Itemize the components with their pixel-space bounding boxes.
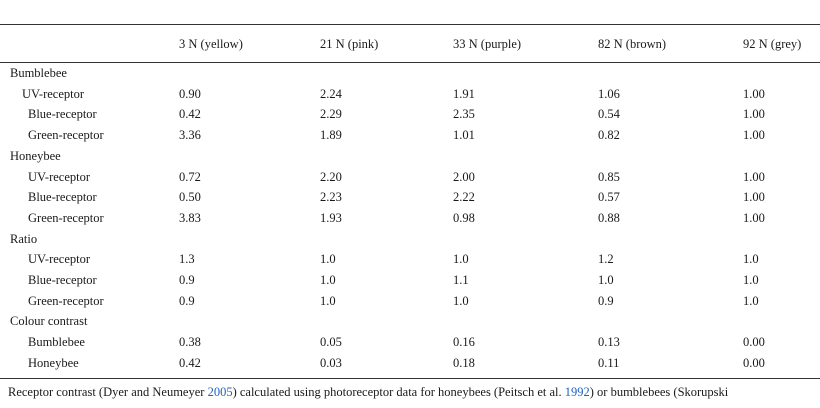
table-row: Bumblebee 0.38 0.05 0.16 0.13 0.00 [0, 335, 820, 355]
table-cell: 0.00 [743, 355, 765, 370]
table-row: Blue-receptor 0.50 2.23 2.22 0.57 1.00 [0, 190, 820, 210]
caption-text-1: Receptor contrast (Dyer and Neumeyer [8, 385, 208, 399]
table-header-rule [0, 62, 820, 63]
table-cell: 1.0 [743, 252, 759, 267]
table-cell: 0.57 [598, 190, 620, 205]
column-header: 33 N (purple) [453, 37, 522, 51]
table-cell: 2.24 [320, 86, 342, 101]
table-cell: 0.05 [320, 335, 342, 350]
caption-text-3: ) or bumblebees (Skorupski [589, 385, 729, 399]
caption-text-2: ) calculated using photoreceptor data fo… [232, 385, 565, 399]
table-cell: 0.9 [179, 273, 195, 287]
table-cell: 1.0 [743, 273, 759, 287]
group-label: Ratio [10, 231, 38, 246]
row-label: UV-receptor [22, 86, 85, 101]
table-cell: 0.88 [598, 210, 620, 225]
column-header: 82 N (brown) [598, 37, 667, 51]
group-header-row: Bumblebee [0, 66, 820, 86]
table-cell: 1.0 [320, 252, 336, 267]
table-cell: 1.3 [179, 252, 195, 267]
table-cell: 0.03 [320, 355, 342, 370]
table-cell: 0.11 [598, 355, 620, 370]
table-row: UV-receptor 0.90 2.24 1.91 1.06 1.00 [0, 87, 820, 107]
row-label: Blue-receptor [28, 107, 97, 122]
table-row: Blue-receptor 0.42 2.29 2.35 0.54 1.00 [0, 107, 820, 127]
table-cell: 0.90 [179, 86, 201, 101]
table-row: Honeybee 0.42 0.03 0.18 0.11 0.00 [0, 356, 820, 376]
table-row: UV-receptor 1.3 1.0 1.0 1.2 1.0 [0, 252, 820, 272]
group-label: Bumblebee [10, 66, 67, 80]
table-bottom-rule [0, 378, 820, 379]
table-cell: 1.0 [453, 293, 469, 308]
table-cell: 1.01 [453, 128, 475, 143]
group-header-row: Honeybee [0, 149, 820, 169]
table-cell: 2.20 [320, 169, 342, 184]
table-cell: 2.23 [320, 190, 342, 205]
table-cell: 1.2 [598, 252, 614, 267]
table-row: Blue-receptor 0.9 1.0 1.1 1.0 1.0 [0, 273, 820, 293]
table-row: Green-receptor 3.36 1.89 1.01 0.82 1.00 [0, 128, 820, 148]
column-header: 21 N (pink) [320, 37, 379, 51]
table-cell: 0.9 [179, 293, 195, 308]
column-header: 92 N (grey) [743, 37, 802, 51]
table-cell: 2.35 [453, 107, 475, 122]
table-cell: 1.0 [598, 273, 614, 287]
table-cell: 1.91 [453, 86, 475, 101]
table-cell: 0.9 [598, 293, 614, 308]
table-cell: 0.72 [179, 169, 201, 184]
table-cell: 0.98 [453, 210, 475, 225]
table-cell: 0.42 [179, 107, 201, 122]
table-cell: 1.1 [453, 273, 469, 287]
table-cell: 1.0 [743, 293, 759, 308]
table-cell: 2.29 [320, 107, 342, 122]
table-cell: 2.00 [453, 169, 475, 184]
table-cell: 0.42 [179, 355, 201, 370]
row-label: Honeybee [28, 355, 79, 370]
row-label: Green-receptor [28, 128, 104, 143]
group-header-row: Colour contrast [0, 314, 820, 334]
row-label: UV-receptor [28, 252, 91, 267]
table-caption: Receptor contrast (Dyer and Neumeyer 200… [8, 385, 820, 400]
table-cell: 1.00 [743, 128, 765, 143]
row-label: Green-receptor [28, 293, 104, 308]
table-cell: 1.89 [320, 128, 342, 143]
table-cell: 1.0 [453, 252, 469, 267]
table-cell: 1.00 [743, 169, 765, 184]
table-cell: 0.13 [598, 335, 620, 350]
group-header-row: Ratio [0, 232, 820, 252]
table-cell: 1.00 [743, 190, 765, 205]
table-cell: 3.36 [179, 128, 201, 143]
row-label: Bumblebee [28, 335, 85, 350]
table-cell: 0.00 [743, 335, 765, 350]
table-cell: 3.83 [179, 210, 201, 225]
table-cell: 1.00 [743, 107, 765, 122]
table-cell: 1.06 [598, 86, 620, 101]
table-top-rule [0, 24, 820, 25]
table-row: Green-receptor 3.83 1.93 0.98 0.88 1.00 [0, 211, 820, 231]
row-label: Blue-receptor [28, 190, 97, 205]
table-cell: 2.22 [453, 190, 475, 205]
table-cell: 0.18 [453, 355, 475, 370]
table-cell: 1.0 [320, 293, 336, 308]
table-cell: 0.50 [179, 190, 201, 205]
caption-ref-link-2[interactable]: 1992 [564, 385, 590, 399]
table-cell: 0.54 [598, 107, 620, 122]
table-cell: 0.38 [179, 335, 201, 350]
table-cell: 0.82 [598, 128, 620, 143]
column-header: 3 N (yellow) [179, 37, 243, 51]
group-label: Honeybee [10, 148, 61, 163]
table-cell: 0.16 [453, 335, 475, 350]
table-cell: 1.00 [743, 86, 765, 101]
row-label: UV-receptor [28, 169, 91, 184]
table-row: Green-receptor 0.9 1.0 1.0 0.9 1.0 [0, 294, 820, 314]
table-cell: 1.0 [320, 273, 336, 287]
row-label: Blue-receptor [28, 273, 97, 287]
table-cell: 1.93 [320, 210, 342, 225]
table-cell: 1.00 [743, 210, 765, 225]
table-row: UV-receptor 0.72 2.20 2.00 0.85 1.00 [0, 170, 820, 190]
group-label: Colour contrast [10, 314, 88, 329]
table-cell: 0.85 [598, 169, 620, 184]
caption-ref-link-1[interactable]: 2005 [207, 385, 233, 399]
row-label: Green-receptor [28, 210, 104, 225]
